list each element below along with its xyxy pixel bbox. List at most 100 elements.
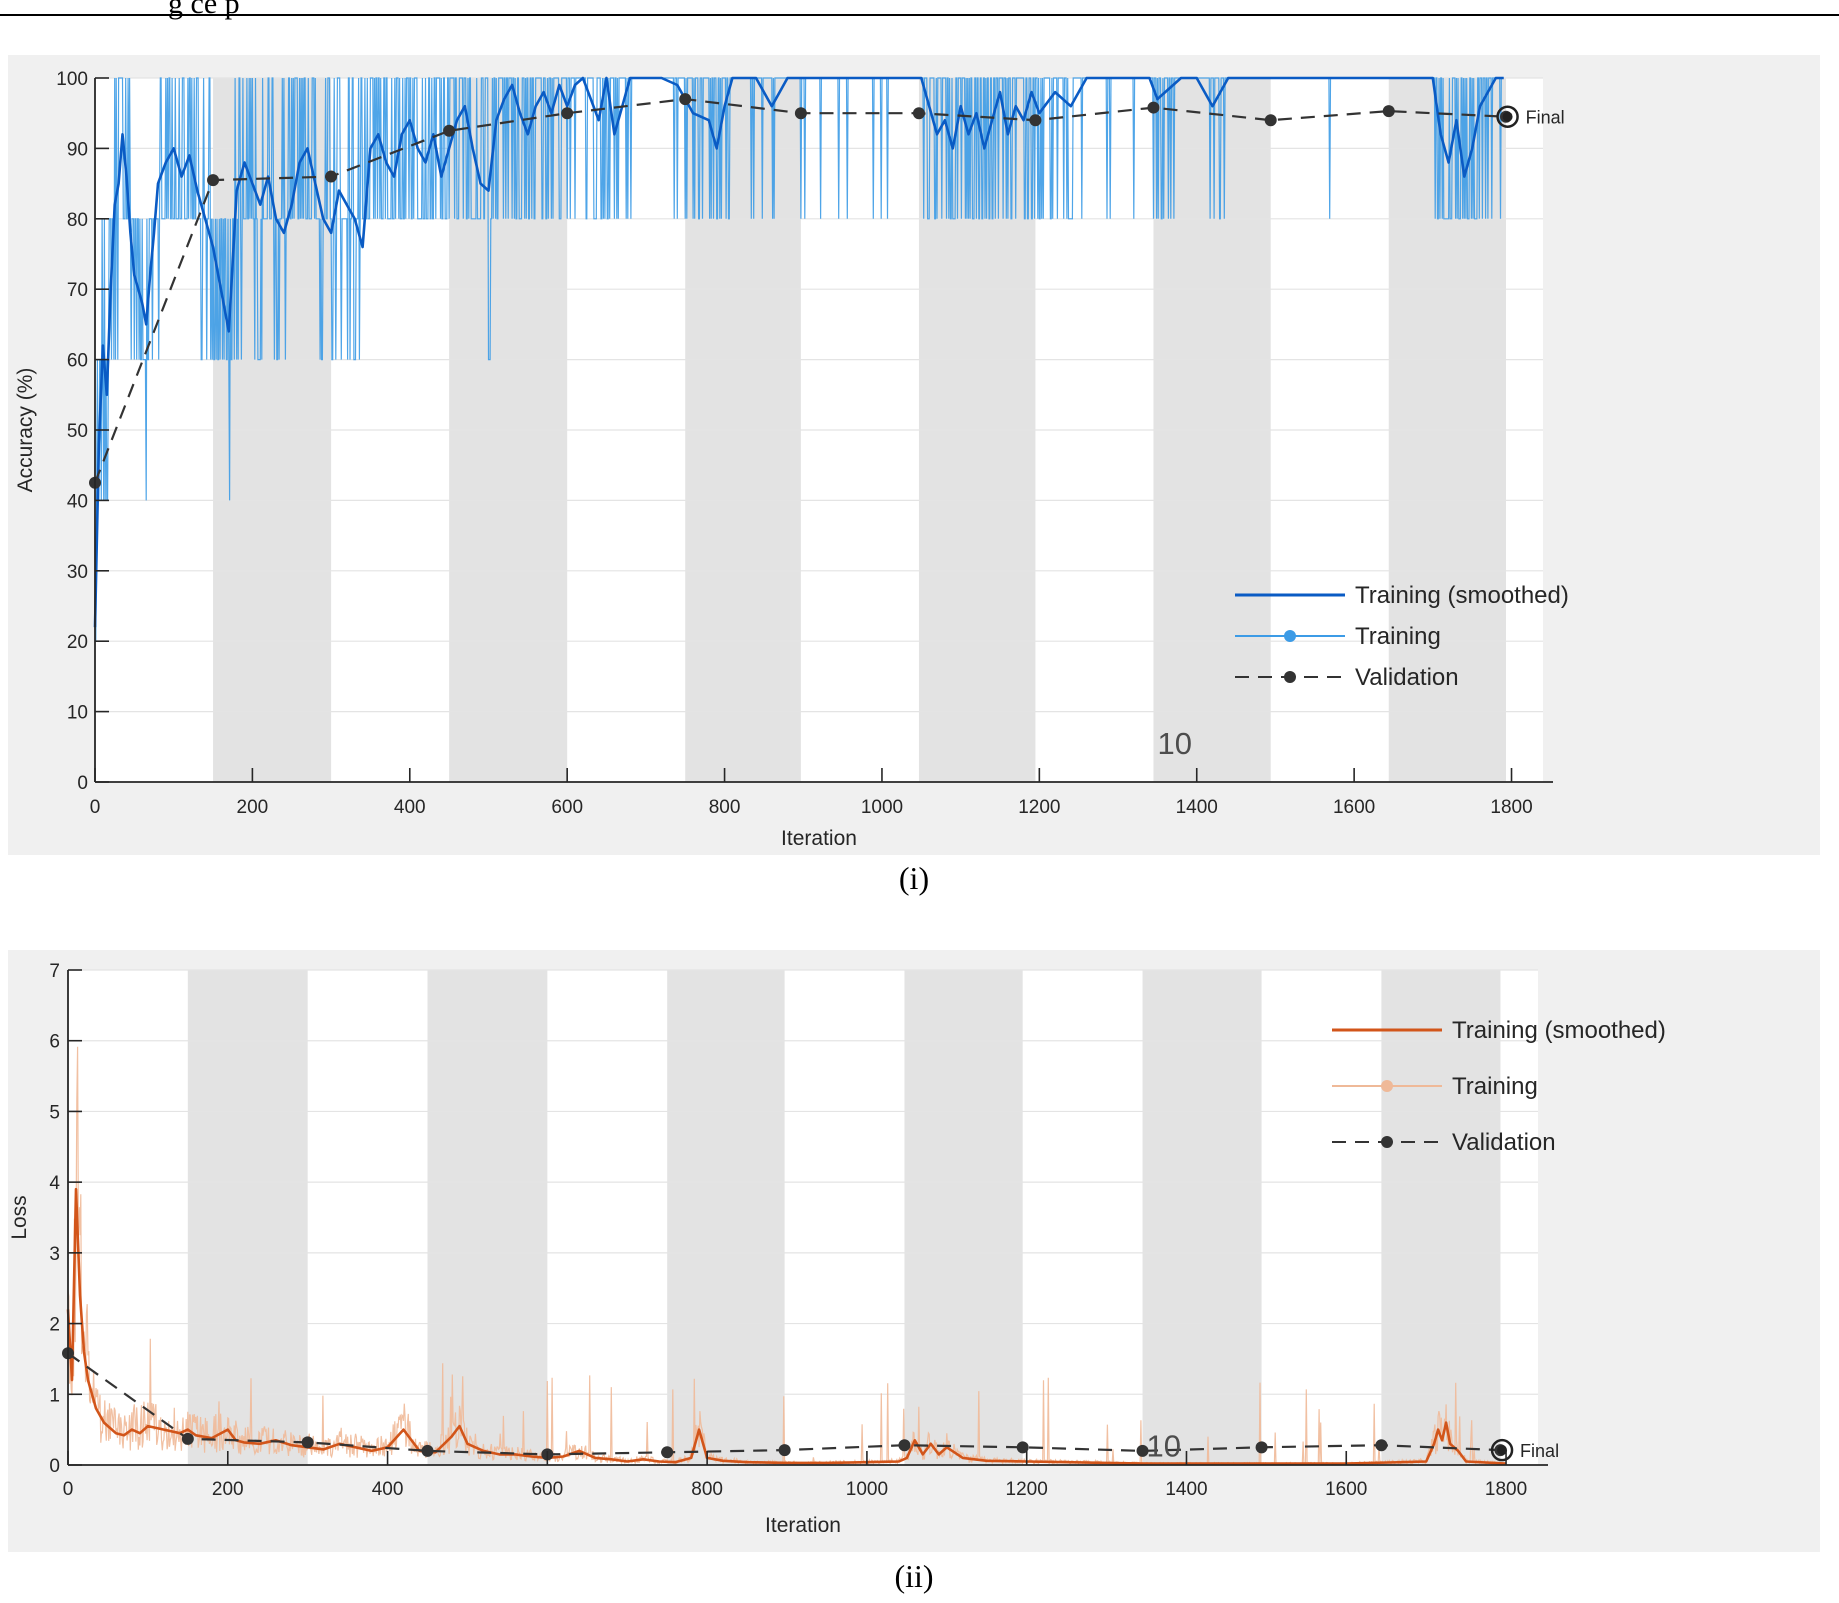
- x-tick-label: 200: [237, 797, 269, 818]
- y-tick-label: 40: [67, 491, 88, 512]
- epoch-band: [427, 970, 548, 1465]
- x-tick-label: 1200: [1006, 1479, 1048, 1500]
- y-tick-label: 10: [67, 703, 88, 724]
- epoch-band: [187, 970, 308, 1465]
- y-tick-label: 0: [77, 773, 88, 794]
- legend-label: Training: [1452, 1073, 1538, 1100]
- training-smoothed-line: [66, 1187, 1507, 1465]
- x-tick-label: 600: [551, 797, 583, 818]
- legend-swatch-training-marker: [1381, 1080, 1393, 1092]
- validation-point: [1264, 114, 1277, 127]
- training-smoothed-line: [93, 76, 1504, 628]
- validation-point: [912, 107, 925, 120]
- loss-chart-panel: Final 10 0 1 2 3 4 5 6 7 0 200 400 600 800 1000 1200 1400…: [8, 950, 1820, 1552]
- final-marker-dot: [1497, 1445, 1508, 1456]
- validation-point: [443, 124, 456, 137]
- y-tick-label: 50: [67, 421, 88, 442]
- y-axis-title: Accuracy (%): [14, 368, 37, 493]
- legend-label: Training (smoothed): [1355, 582, 1569, 609]
- validation-point: [1255, 1441, 1268, 1454]
- y-tick-label: 80: [67, 210, 88, 231]
- accuracy-chart-caption: (i): [898, 860, 930, 896]
- validation-point: [181, 1432, 194, 1445]
- validation-point: [1136, 1444, 1149, 1457]
- x-tick-label: 1600: [1325, 1479, 1367, 1500]
- epoch-band: [1142, 970, 1262, 1465]
- validation-point: [1029, 114, 1042, 127]
- epoch-band: [667, 970, 785, 1465]
- y-tick-label: 20: [67, 632, 88, 653]
- validation-point: [561, 107, 574, 120]
- y-tick-label: 4: [49, 1173, 60, 1194]
- x-tick-label: 1400: [1176, 797, 1218, 818]
- x-tick-label: 1400: [1165, 1479, 1207, 1500]
- y-axis-title: Loss: [8, 1195, 31, 1239]
- y-tick-label: 70: [67, 280, 88, 301]
- loss-chart-caption: (ii): [894, 1558, 934, 1594]
- legend-label: Training: [1355, 623, 1441, 650]
- x-tick-label: 1600: [1333, 797, 1375, 818]
- loss-chart: Final 10 0 1 2 3 4 5 6 7 0 200 400 600 800 1000 1200 1400…: [8, 961, 1666, 1537]
- validation-point: [679, 93, 692, 106]
- legend-label: Training (smoothed): [1452, 1017, 1666, 1044]
- x-tick-label: 800: [691, 1479, 723, 1500]
- x-tick-label: 0: [63, 1479, 74, 1500]
- x-tick-label: 400: [394, 797, 426, 818]
- page-header-fragment: g ce p: [168, 0, 240, 20]
- accuracy-chart-panel: Final 10 0 10 20 30 40 50 60 70 80 90 100 0 200 400 600 8…: [8, 55, 1820, 855]
- epoch-band: [1381, 970, 1501, 1465]
- y-tick-label: 90: [67, 139, 88, 160]
- x-tick-label: 1200: [1018, 797, 1060, 818]
- validation-point: [1147, 101, 1160, 114]
- x-axis-title: Iteration: [765, 1514, 841, 1537]
- x-tick-label: 1000: [861, 797, 903, 818]
- x-tick-label: 1000: [846, 1479, 888, 1500]
- y-tick-label: 100: [56, 69, 88, 90]
- final-label: Final: [1526, 108, 1565, 128]
- y-tick-label: 60: [67, 351, 88, 372]
- x-tick-label: 800: [709, 797, 741, 818]
- x-tick-label: 400: [372, 1479, 404, 1500]
- y-tick-label: 1: [49, 1385, 60, 1406]
- legend-label: Validation: [1452, 1129, 1556, 1156]
- validation-point: [1382, 105, 1395, 118]
- y-tick-label: 30: [67, 562, 88, 583]
- x-tick-label: 200: [212, 1479, 244, 1500]
- y-tick-label: 6: [49, 1032, 60, 1053]
- x-tick-label: 1800: [1490, 797, 1532, 818]
- final-marker: [1496, 105, 1519, 128]
- validation-point: [207, 174, 220, 187]
- legend-swatch-training-marker: [1284, 630, 1296, 642]
- final-marker: [1490, 1438, 1514, 1462]
- legend-swatch-validation-marker: [1284, 671, 1296, 683]
- validation-point: [1016, 1441, 1029, 1454]
- y-tick-label: 3: [49, 1244, 60, 1265]
- legend-label: Validation: [1355, 664, 1459, 691]
- legend-swatch-validation-marker: [1381, 1136, 1393, 1148]
- validation-point: [325, 170, 338, 183]
- validation-point: [794, 107, 807, 120]
- epoch-label: 10: [1147, 1429, 1181, 1464]
- final-marker-dot: [1502, 111, 1513, 122]
- validation-point: [661, 1446, 674, 1459]
- x-tick-label: 0: [90, 797, 101, 818]
- legend: Training (smoothed) Training Validation: [1235, 582, 1569, 691]
- validation-point: [1375, 1439, 1388, 1452]
- validation-point: [898, 1439, 911, 1452]
- y-tick-label: 2: [49, 1315, 60, 1336]
- plot-area: [68, 970, 1538, 1465]
- validation-point: [421, 1444, 434, 1457]
- x-tick-label: 1800: [1485, 1479, 1527, 1500]
- y-tick-label: 7: [49, 961, 60, 982]
- epoch-band: [904, 970, 1023, 1465]
- x-axis-title: Iteration: [781, 827, 857, 850]
- y-tick-label: 5: [49, 1102, 60, 1123]
- x-tick-label: 600: [531, 1479, 563, 1500]
- validation-point: [778, 1444, 791, 1457]
- epoch-label: 10: [1157, 726, 1191, 761]
- final-label: Final: [1520, 1441, 1559, 1461]
- validation-point: [301, 1436, 314, 1449]
- legend: Training (smoothed) Training Validation: [1332, 1017, 1666, 1156]
- y-tick-label: 0: [49, 1456, 60, 1477]
